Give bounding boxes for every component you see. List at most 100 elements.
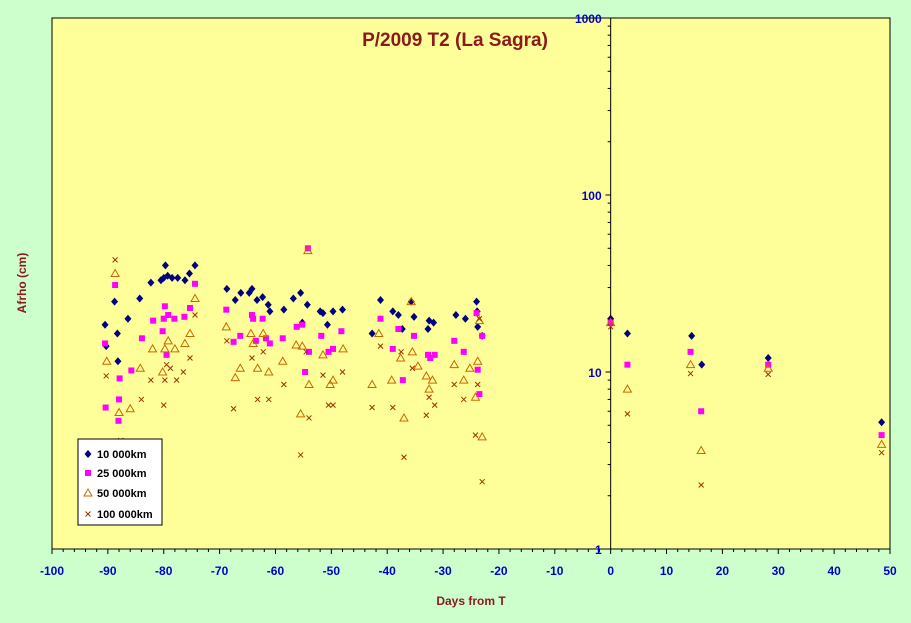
data-point-triangle	[338, 343, 348, 353]
legend: 10 000km 25 000km 50 000km 100 000km	[77, 438, 163, 526]
data-point-x	[423, 412, 430, 419]
data-point-triangle	[248, 338, 258, 347]
data-point-diamond	[430, 318, 438, 327]
data-point-square	[192, 280, 199, 287]
data-point-square	[377, 315, 384, 322]
data-point-x	[161, 377, 168, 383]
x-tick-label: -50	[323, 564, 341, 578]
legend-label-50000: 50 000km	[97, 488, 147, 500]
data-point-square	[112, 282, 119, 289]
data-point-triangle	[373, 328, 384, 338]
legend-markers	[83, 450, 93, 517]
data-point-x	[224, 337, 230, 344]
data-point-triangle	[291, 340, 301, 349]
data-point-square	[266, 340, 273, 347]
data-point-diamond	[368, 329, 376, 338]
data-point-diamond	[136, 294, 144, 303]
x-tick-label: 10	[660, 564, 674, 578]
data-point-diamond	[259, 293, 267, 302]
data-point-square	[186, 304, 193, 311]
data-point-triangle	[472, 356, 483, 365]
data-point-triangle	[477, 431, 488, 441]
data-point-x	[280, 381, 287, 388]
data-point-diamond	[266, 307, 274, 316]
data-point-x	[339, 369, 346, 375]
data-point-square	[163, 351, 170, 358]
x-tick-label: -40	[379, 564, 397, 578]
data-point-diamond	[223, 284, 231, 293]
data-point-x	[607, 323, 614, 330]
data-point-x	[687, 370, 694, 377]
data-point-square	[431, 351, 438, 358]
data-point-square	[102, 340, 109, 347]
legend-marker-diamond	[84, 450, 92, 458]
data-point-x	[369, 404, 375, 411]
data-point-square	[305, 348, 312, 355]
data-point-triangle	[399, 412, 409, 422]
data-point-square	[161, 303, 168, 310]
data-point-diamond	[303, 300, 311, 309]
data-point-x	[187, 355, 193, 361]
data-point-triangle	[622, 384, 633, 393]
data-point-triangle	[413, 361, 423, 370]
data-point-diamond	[297, 288, 305, 297]
data-point-square	[181, 313, 188, 320]
data-point-x	[230, 405, 237, 412]
data-point-diamond	[181, 276, 189, 285]
data-point-triangle	[263, 366, 274, 376]
data-point-diamond	[231, 296, 239, 305]
data-point-diamond	[339, 305, 347, 314]
data-point-triangle	[157, 366, 168, 376]
data-point-diamond	[407, 297, 415, 306]
data-point-x	[472, 432, 479, 438]
data-point-x	[167, 365, 174, 372]
data-point-triangle	[304, 379, 314, 388]
x-tick-label: -70	[211, 564, 229, 578]
data-point-diamond	[253, 296, 261, 305]
legend-marker-triangle	[83, 487, 93, 497]
data-point-diamond	[124, 314, 132, 323]
data-point-diamond	[474, 322, 482, 331]
data-point-triangle	[318, 349, 328, 359]
data-point-triangle	[470, 392, 481, 401]
data-point-square	[249, 311, 256, 318]
y-tick-label: 10	[588, 366, 602, 380]
data-point-square	[279, 335, 286, 342]
data-point-square	[138, 335, 145, 342]
y-tick-label: 100	[582, 189, 602, 203]
legend-marker-square	[85, 470, 91, 476]
data-point-triangle	[252, 363, 263, 372]
legend-label-25000: 25 000km	[97, 468, 147, 480]
data-point-x	[398, 348, 405, 355]
data-point-x	[426, 394, 432, 401]
data-point-square	[171, 315, 178, 322]
data-point-diamond	[452, 310, 460, 319]
data-point-square	[150, 317, 157, 324]
x-tick-label: 40	[827, 564, 841, 578]
data-point-diamond	[394, 310, 402, 319]
data-point-square	[399, 377, 406, 384]
data-point-triangle	[458, 375, 469, 384]
data-point-square	[395, 325, 402, 332]
x-tick-label: 30	[772, 564, 786, 578]
data-point-triangle	[295, 408, 306, 418]
data-point-triangle	[696, 445, 707, 455]
data-point-square	[476, 391, 483, 398]
data-point-diamond	[688, 331, 696, 340]
data-point-x	[320, 372, 326, 378]
data-point-square	[479, 332, 486, 339]
data-point-square	[223, 306, 230, 313]
data-point-diamond	[264, 300, 272, 309]
data-point-x	[265, 396, 272, 403]
x-tick-label: -100	[40, 564, 64, 578]
data-point-triangle	[367, 379, 377, 388]
x-axis-ticks: -100 -90 -80 -70 -60 -50 -40 -30 -20 -10 0 10 20 30 40…	[40, 549, 897, 578]
data-point-triangle	[386, 375, 397, 384]
data-point-x	[389, 404, 396, 411]
data-point-x	[148, 377, 154, 383]
y-axis-ticks: 1 10 100 1000	[575, 12, 611, 557]
data-point-square	[250, 315, 257, 322]
data-point-x	[401, 454, 407, 461]
data-point-diamond	[113, 329, 121, 338]
data-point-x	[254, 396, 261, 403]
